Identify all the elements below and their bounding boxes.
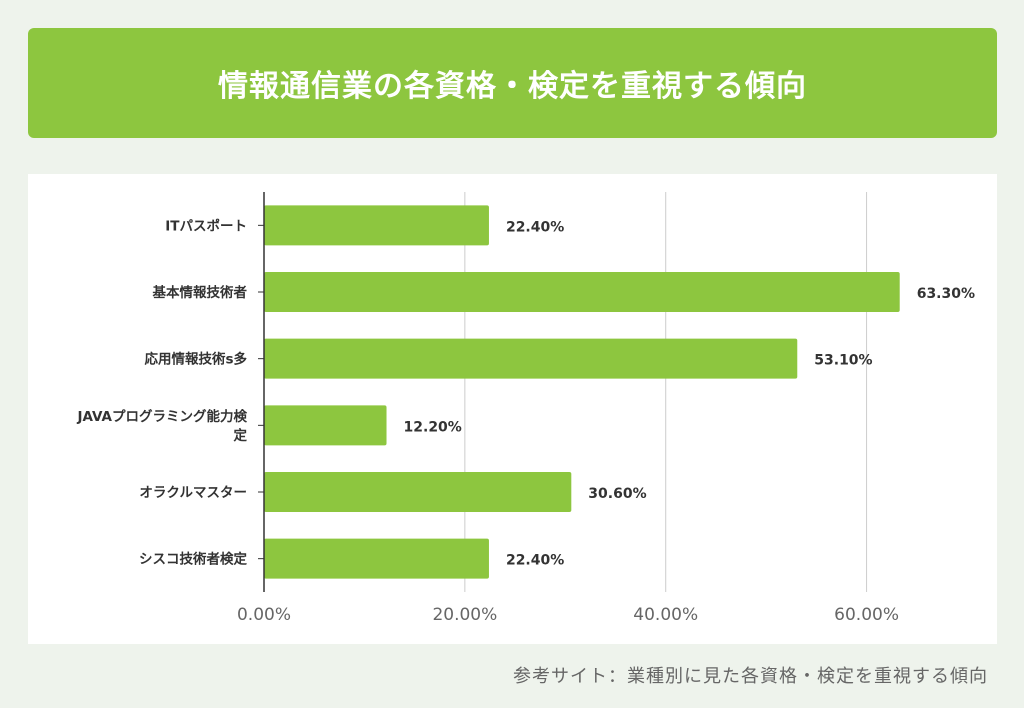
bar: [264, 272, 900, 312]
bar: [264, 405, 387, 446]
data-label: 53.10%: [814, 353, 872, 369]
title-banner: 情報通信業の各資格・検定を重視する傾向: [28, 28, 997, 138]
x-tick-label: 60.00%: [834, 605, 899, 625]
bar-chart: 0.00% 20.00% 40.00% 60.00% ITパスポート 22.40% 基本情報…: [76, 192, 975, 625]
data-label: 22.40%: [506, 219, 564, 235]
x-tick-label: 0.00%: [237, 605, 291, 625]
data-label: 63.30%: [917, 286, 975, 302]
x-tick-label: 40.00%: [633, 605, 698, 625]
data-label: 12.20%: [404, 419, 462, 435]
chart-title: 情報通信業の各資格・検定を重視する傾向: [218, 69, 807, 104]
category-label: 基本情報技術者: [153, 284, 248, 301]
bar: [264, 538, 489, 579]
category-label: シスコ技術者検定: [139, 551, 247, 568]
bar: [264, 338, 798, 379]
data-label: 22.40%: [506, 553, 564, 569]
category-label: ITパスポート: [165, 217, 247, 234]
bar: [264, 472, 572, 512]
bar: [264, 205, 489, 246]
category-label: オラクルマスター: [139, 485, 247, 501]
category-label: 応用情報技術s多: [144, 351, 247, 368]
category-label: JAVAプログラミング能力検: [76, 408, 247, 425]
x-tick-label: 20.00%: [432, 605, 497, 625]
category-label: 定: [234, 427, 248, 444]
chart-panel: 0.00% 20.00% 40.00% 60.00% ITパスポート 22.40% 基本情報…: [28, 174, 997, 644]
data-label: 30.60%: [588, 486, 646, 502]
source-note: 参考サイト：業種別に見た各資格・検定を重視する傾向: [513, 666, 988, 687]
